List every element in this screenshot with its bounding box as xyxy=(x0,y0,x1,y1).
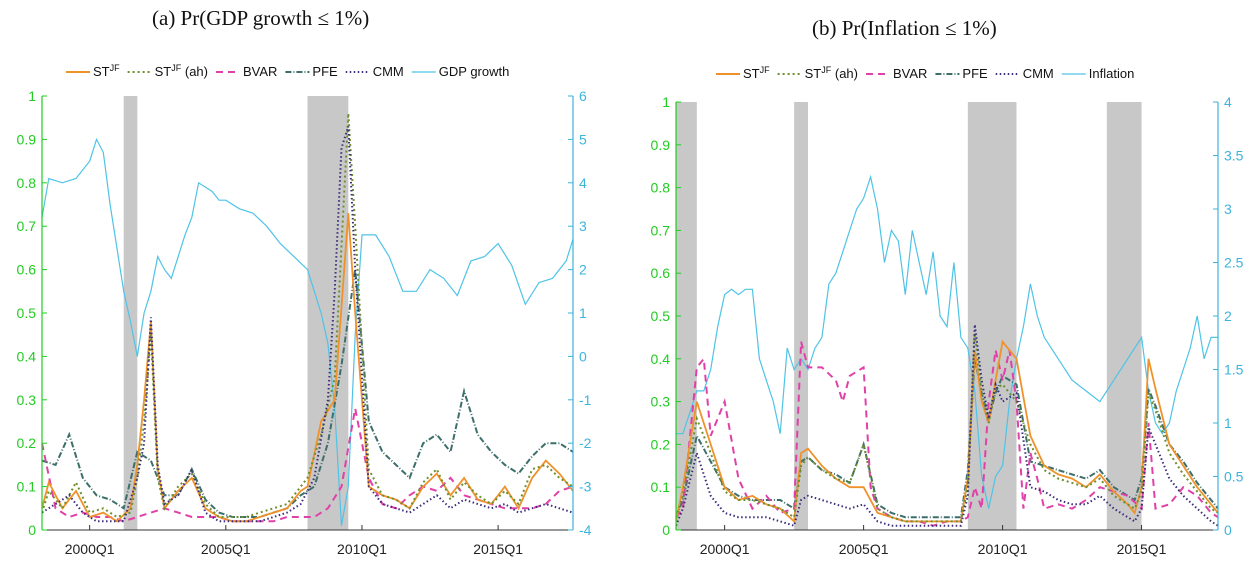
left-tick-label: 0.9 xyxy=(17,131,37,147)
right-tick-label: 4 xyxy=(1224,94,1232,110)
x-tick-label: 2010Q1 xyxy=(978,541,1028,557)
right-tick-label: 1 xyxy=(1224,415,1232,431)
left-tick-label: 0.8 xyxy=(651,180,671,196)
x-tick-label: 2015Q1 xyxy=(1117,541,1167,557)
left-tick-label: 0.4 xyxy=(17,348,37,364)
series-line-macro xyxy=(676,174,1218,509)
recession-band xyxy=(307,96,349,530)
left-tick-label: 0.4 xyxy=(651,351,671,367)
right-tick-label: 4 xyxy=(579,175,587,191)
left-tick-label: 1 xyxy=(28,88,36,104)
left-tick-label: 0.1 xyxy=(651,479,671,495)
right-tick-label: 0 xyxy=(579,348,587,364)
x-tick-label: 2000Q1 xyxy=(65,541,115,557)
legend-label-pfe: PFE xyxy=(962,66,988,81)
left-tick-label: 0.2 xyxy=(651,436,671,452)
left-tick-label: 0.6 xyxy=(651,265,671,281)
left-tick-label: 0.8 xyxy=(17,175,37,191)
legend-label-st_ah: STJF (ah) xyxy=(805,65,858,81)
right-tick-label: 1 xyxy=(579,305,587,321)
left-tick-label: 0.7 xyxy=(651,222,671,238)
left-tick-label: 0.7 xyxy=(17,218,37,234)
right-tick-label: 3 xyxy=(1224,201,1232,217)
right-tick-label: -2 xyxy=(579,435,592,451)
legend-label-bvar: BVAR xyxy=(893,66,927,81)
recession-band xyxy=(1106,102,1142,530)
chart-panel-b: 0 0.1 0.2 0.3 0.4 0.5 0.6 0.7 0.8 0.9 1 0 0.5 1 1.5 2 2.… xyxy=(651,65,1244,557)
left-tick-label: 0 xyxy=(662,522,670,538)
series-line-bvar xyxy=(42,408,573,523)
left-tick-label: 0.6 xyxy=(17,262,37,278)
legend-label-macro: GDP growth xyxy=(439,64,510,79)
right-tick-label: 2 xyxy=(579,262,587,278)
right-tick-label: -4 xyxy=(579,522,592,538)
right-tick-label: -1 xyxy=(579,392,592,408)
x-tick-label: 2005Q1 xyxy=(839,541,889,557)
x-tick-label: 2005Q1 xyxy=(201,541,251,557)
left-tick-label: 0.9 xyxy=(651,137,671,153)
legend-label-cmm: CMM xyxy=(373,64,404,79)
recession-band xyxy=(123,96,138,530)
left-tick-label: 0.5 xyxy=(17,305,37,321)
legend-label-st_ah: STJF (ah) xyxy=(155,63,208,79)
legend-label-bvar: BVAR xyxy=(243,64,277,79)
series-line-cmm xyxy=(42,126,573,523)
x-tick-label: 2010Q1 xyxy=(337,541,387,557)
chart-panel-a: 0 0.1 0.2 0.3 0.4 0.5 0.6 0.7 0.8 0.9 1 -4 -3 -2 -1 0 1 2… xyxy=(17,63,592,557)
legend-label-st: STJF xyxy=(743,65,770,81)
legend-label-pfe: PFE xyxy=(312,64,338,79)
x-tick-label: 2015Q1 xyxy=(473,541,523,557)
left-tick-label: 0.3 xyxy=(651,394,671,410)
legend-label-st: STJF xyxy=(93,63,120,79)
right-tick-label: 5 xyxy=(579,131,587,147)
right-tick-label: 3 xyxy=(579,218,587,234)
right-tick-label: 1.5 xyxy=(1224,362,1244,378)
right-tick-label: 0.5 xyxy=(1224,469,1244,485)
left-tick-label: 1 xyxy=(662,94,670,110)
series-line-st xyxy=(42,213,573,523)
left-tick-label: 0.1 xyxy=(17,479,37,495)
left-tick-label: 0.3 xyxy=(17,392,37,408)
right-tick-label: 2.5 xyxy=(1224,255,1244,271)
legend-label-macro: Inflation xyxy=(1089,66,1135,81)
panel-b-title: (b) Pr(Inflation ≤ 1%) xyxy=(812,16,997,40)
right-tick-label: 2 xyxy=(1224,308,1232,324)
left-tick-label: 0.5 xyxy=(651,308,671,324)
right-tick-label: 6 xyxy=(579,88,587,104)
left-tick-label: 0 xyxy=(28,522,36,538)
legend-label-cmm: CMM xyxy=(1023,66,1054,81)
right-tick-label: 0 xyxy=(1224,522,1232,538)
panel-a-title: (a) Pr(GDP growth ≤ 1%) xyxy=(152,6,370,30)
left-tick-label: 0.2 xyxy=(17,435,37,451)
x-tick-label: 2000Q1 xyxy=(700,541,750,557)
right-tick-label: 3.5 xyxy=(1224,148,1244,164)
series-line-macro xyxy=(42,137,573,526)
recession-band xyxy=(967,102,1017,530)
right-tick-label: -3 xyxy=(579,479,592,495)
